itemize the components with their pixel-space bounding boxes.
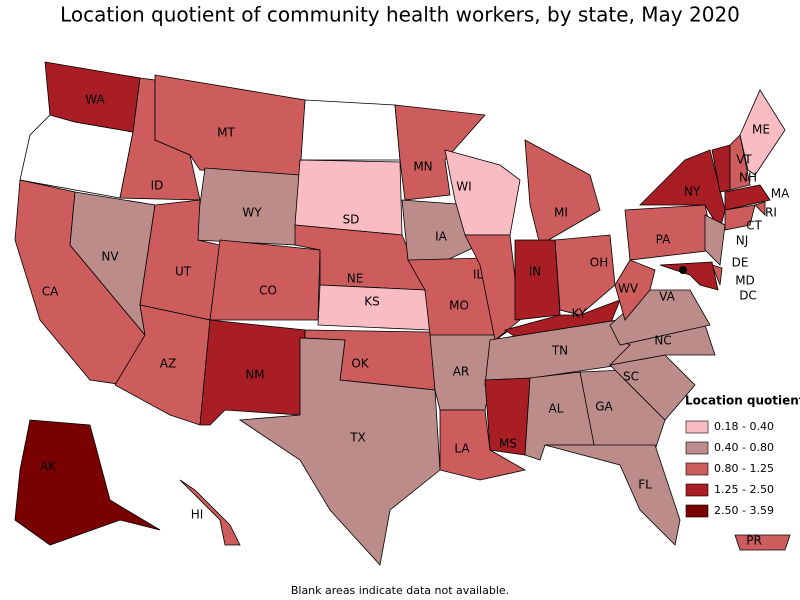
state-label: CA — [42, 285, 59, 299]
state-label: ID — [151, 179, 164, 193]
state-label: WV — [618, 282, 639, 296]
state — [439, 409, 527, 481]
legend-swatch — [685, 504, 709, 518]
state-label: FL — [638, 478, 652, 492]
legend-title: Location quotient — [685, 394, 800, 408]
states — [14, 61, 791, 566]
legend-swatch — [685, 483, 709, 497]
state-label: DE — [732, 256, 749, 270]
state-label: AK — [40, 460, 57, 474]
state-label: WY — [242, 206, 262, 220]
state — [44, 61, 141, 133]
state-label: WI — [456, 180, 471, 194]
state — [524, 139, 601, 246]
state-label: NH — [739, 171, 757, 185]
state — [734, 534, 791, 551]
state-label: TX — [349, 431, 366, 445]
state-label: AL — [549, 402, 564, 416]
state — [739, 89, 786, 176]
state-label: IL — [473, 268, 484, 282]
state-label: ME — [752, 123, 770, 137]
state — [544, 444, 681, 546]
state — [238, 337, 441, 566]
state — [659, 261, 719, 291]
state-label: MA — [771, 187, 790, 201]
state — [704, 214, 726, 266]
state-label: AR — [453, 365, 470, 379]
state-label: MO — [449, 299, 469, 313]
state-label: LA — [454, 442, 470, 456]
legend-swatch — [685, 420, 709, 434]
state-label: NC — [654, 334, 671, 348]
state — [209, 239, 321, 321]
state-label: PR — [746, 534, 762, 548]
state — [14, 419, 161, 546]
legend-swatch — [685, 441, 709, 455]
state-label: SC — [623, 370, 639, 384]
state-label: AZ — [160, 357, 176, 371]
legend-label: 0.40 - 0.80 — [714, 441, 774, 454]
state — [179, 479, 241, 546]
state-label: KS — [364, 295, 380, 309]
state — [679, 266, 687, 274]
state-label: MN — [413, 160, 432, 174]
map-title: Location quotient of community health wo… — [60, 3, 740, 27]
state-label: DC — [739, 289, 757, 303]
footnote: Blank areas indicate data not available. — [291, 584, 509, 597]
state-label: MI — [554, 206, 568, 220]
state-label: OK — [351, 357, 369, 371]
state-label: RI — [765, 206, 777, 220]
legend: Location quotient 0.18 - 0.40 0.40 - 0.80… — [685, 394, 800, 518]
state — [394, 104, 486, 201]
state-label: NY — [684, 185, 701, 199]
state — [154, 74, 306, 176]
state — [514, 239, 561, 321]
legend-label: 1.25 - 2.50 — [714, 483, 774, 496]
legend-label: 0.80 - 1.25 — [714, 462, 774, 475]
state-label: CT — [746, 219, 762, 233]
state-label: OH — [590, 256, 608, 270]
state — [724, 184, 771, 211]
state-label: SD — [343, 213, 360, 227]
state-label: IN — [529, 265, 542, 279]
state-label: NV — [101, 250, 119, 264]
state-label: GA — [595, 400, 613, 414]
state-label: KY — [572, 307, 587, 321]
legend-label: 0.18 - 0.40 — [714, 420, 774, 433]
state-label: HI — [191, 508, 204, 522]
state-label: VT — [736, 153, 752, 167]
state-label: CO — [259, 284, 277, 298]
state-label: NE — [347, 272, 364, 286]
state-label: VA — [659, 290, 675, 304]
state-label: NJ — [736, 234, 749, 248]
legend-swatch — [685, 462, 709, 476]
state-no-data — [299, 99, 401, 161]
state-label: PA — [656, 233, 671, 247]
state-label: MD — [735, 274, 755, 288]
state — [614, 259, 656, 321]
legend-label: 2.50 - 3.59 — [714, 504, 774, 517]
state-label: IA — [435, 230, 448, 244]
state — [711, 264, 723, 286]
state-label: UT — [175, 265, 192, 279]
state-label: MS — [499, 437, 517, 451]
state — [724, 204, 756, 231]
state — [754, 201, 766, 216]
state-label: MT — [217, 126, 235, 140]
state-label: WA — [85, 93, 105, 107]
state — [729, 134, 751, 191]
state-label: TN — [551, 344, 568, 358]
state — [554, 234, 616, 316]
state-label: NM — [245, 368, 264, 382]
